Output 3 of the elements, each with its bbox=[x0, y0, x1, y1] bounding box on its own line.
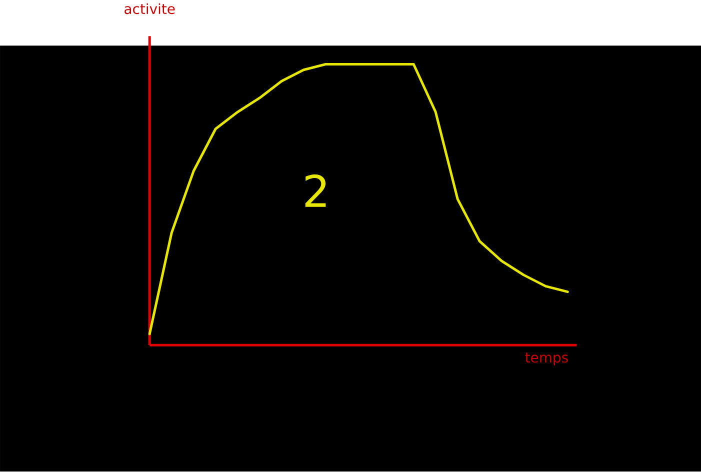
annotation: 2 bbox=[305, 174, 326, 208]
y-axis-title: activite bbox=[124, 4, 175, 14]
x-axis-title: temps bbox=[525, 352, 568, 366]
